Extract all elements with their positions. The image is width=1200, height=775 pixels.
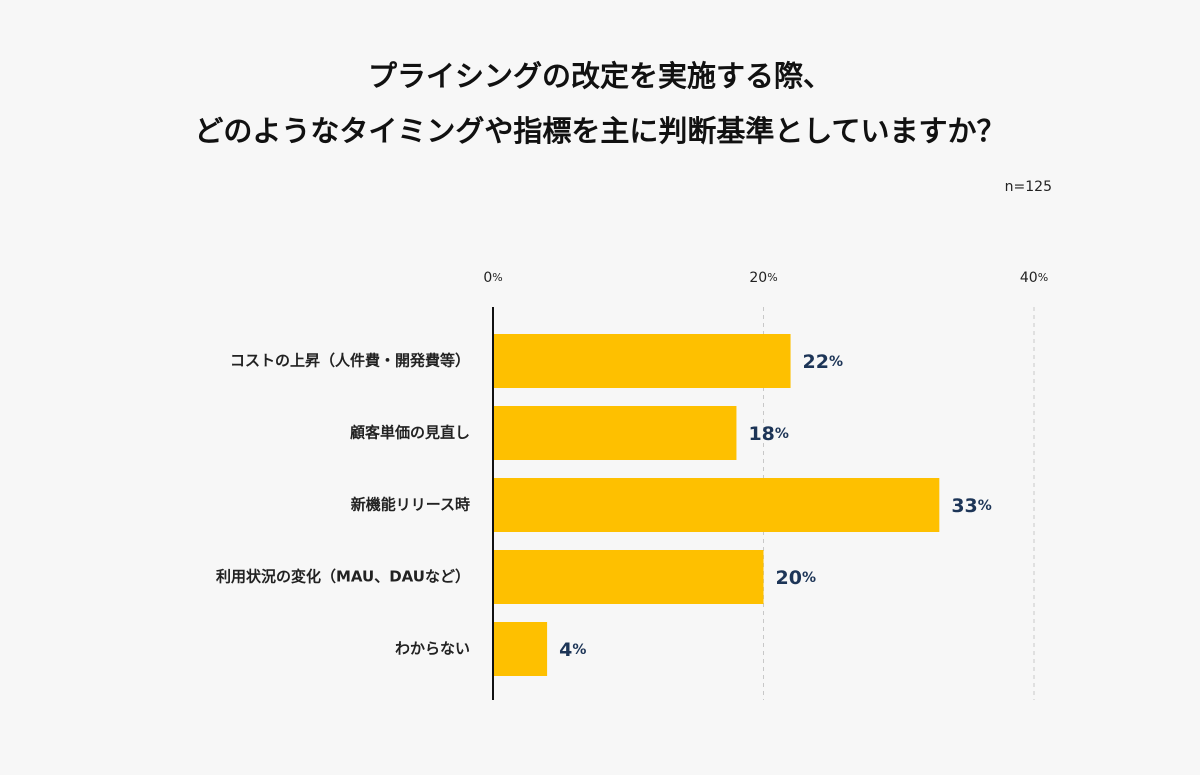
bar	[493, 622, 548, 676]
sample-size: n=125	[1005, 179, 1052, 195]
data-label: 4%	[559, 639, 586, 661]
x-tick-label: 20%	[749, 270, 777, 286]
x-tick-label: 40%	[1020, 270, 1048, 286]
y-tick-label: わからない	[395, 640, 470, 658]
y-tick-label: 利用状況の変化（MAU、DAUなど）	[216, 568, 470, 586]
bar	[493, 334, 791, 388]
x-tick-label: 0%	[483, 270, 502, 286]
y-tick-label: 顧客単価の見直し	[350, 424, 470, 442]
y-tick-label: 新機能リリース時	[351, 496, 470, 514]
data-label: 18%	[748, 423, 788, 445]
data-label: 20%	[776, 567, 816, 589]
data-label: 22%	[803, 351, 843, 373]
y-tick-label: コストの上昇（人件費・開発費等）	[230, 352, 470, 370]
data-label: 33%	[951, 495, 991, 517]
bar	[493, 406, 737, 460]
chart-title: どのようなタイミングや指標を主に判断基準としていますか？	[194, 114, 1005, 148]
chart-title: プライシングの改定を実施する際、	[368, 59, 832, 93]
bar	[493, 478, 940, 532]
bar	[493, 550, 764, 604]
